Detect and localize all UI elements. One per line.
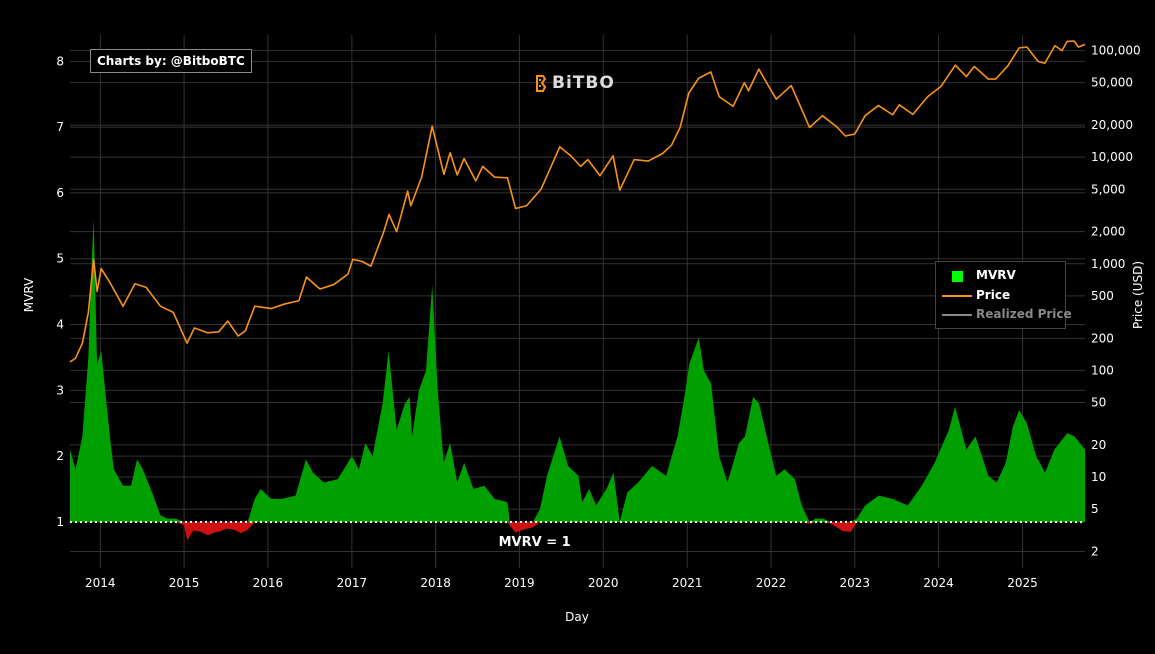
x-tick-label: 2018 (420, 576, 451, 590)
y-right-tick-label: 2 (1091, 544, 1099, 558)
y-right-tick-label: 20,000 (1091, 118, 1133, 132)
y-left-axis-title: MVRV (22, 277, 36, 312)
y-left-tick-label: 1 (56, 515, 64, 529)
y-right-tick-label: 10 (1091, 470, 1106, 484)
y-right-tick-label: 10,000 (1091, 150, 1133, 164)
x-tick-label: 2020 (588, 576, 619, 590)
y-right-axis-title: Price (USD) (1131, 261, 1145, 329)
y-left-tick-label: 6 (56, 186, 64, 200)
y-right-tick-label: 100,000 (1091, 44, 1141, 58)
mvrv-one-annotation: MVRV = 1 (499, 535, 571, 550)
y-right-tick-label: 5 (1091, 502, 1099, 516)
legend-label-realized-price: Realized Price (976, 307, 1072, 321)
legend-label-price: Price (976, 288, 1011, 302)
y-right-tick-label: 50,000 (1091, 76, 1133, 90)
x-tick-label: 2021 (672, 576, 703, 590)
y-left-tick-label: 3 (56, 383, 64, 397)
legend-swatch-realized-price (942, 314, 972, 316)
legend-label-mvrv: MVRV (976, 268, 1016, 282)
x-tick-label: 2017 (337, 576, 368, 590)
y-right-tick-label: 20 (1091, 438, 1106, 452)
x-tick-label: 2025 (1007, 576, 1038, 590)
y-left-tick-label: 5 (56, 252, 64, 266)
y-left-tick-label: 4 (56, 318, 64, 332)
chart-legend: MVRV Price Realized Price (935, 261, 1072, 329)
y-left-tick-label: 8 (56, 54, 64, 68)
x-tick-label: 2022 (756, 576, 787, 590)
y-right-tick-label: 500 (1091, 289, 1114, 303)
x-tick-label: 2024 (923, 576, 954, 590)
y-left-tick-label: 2 (56, 449, 64, 463)
y-right-tick-label: 50 (1091, 395, 1106, 409)
x-tick-label: 2023 (840, 576, 871, 590)
x-tick-label: 2016 (253, 576, 284, 590)
y-right-tick-label: 200 (1091, 331, 1114, 345)
x-tick-label: 2014 (85, 576, 116, 590)
legend-swatch-price (942, 295, 972, 297)
mvrv-area-below-one (70, 521, 1085, 541)
price-line (69, 40, 1086, 363)
y-left-tick-label: 7 (56, 120, 64, 134)
legend-swatch-mvrv (952, 271, 963, 282)
chart-credit: Charts by: @BitboBTC (90, 49, 252, 73)
bitbo-logo: BiTBO (535, 73, 615, 93)
y-right-tick-label: 100 (1091, 363, 1114, 377)
mvrv-area-above-one (70, 219, 1085, 522)
y-right-tick-label: 2,000 (1091, 225, 1125, 239)
bitbo-logo-text: BiTBO (552, 73, 615, 93)
bitbo-logo-icon (536, 74, 546, 92)
x-tick-label: 2015 (169, 576, 200, 590)
y-right-tick-label: 5,000 (1091, 182, 1125, 196)
x-tick-label: 2019 (504, 576, 535, 590)
y-right-tick-label: 1,000 (1091, 257, 1125, 271)
x-axis-title: Day (565, 610, 589, 624)
